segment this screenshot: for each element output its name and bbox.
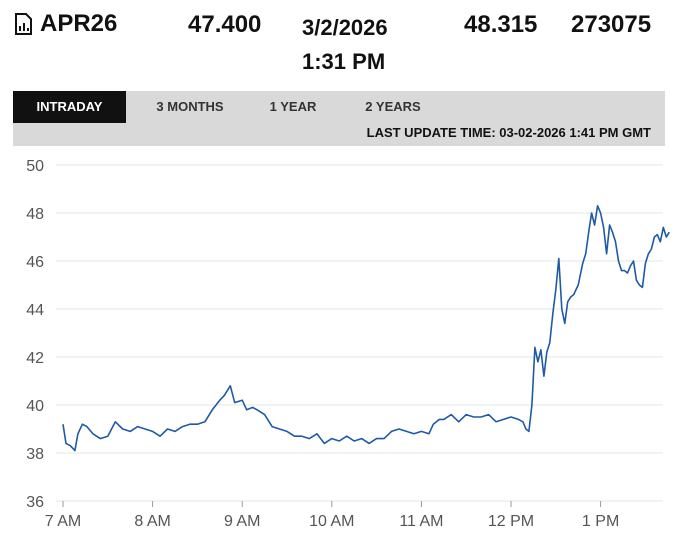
- price-line: [62, 205, 670, 452]
- y-tick-label: 44: [26, 302, 44, 319]
- quote-time: 1:31 PM: [302, 49, 386, 74]
- chart-grid: [56, 164, 663, 502]
- range-tab-bar: INTRADAY 3 MONTHS 1 YEAR 2 YEARS LAST UP…: [13, 91, 665, 146]
- prior-price: 48.315: [464, 11, 538, 38]
- tab-2-years[interactable]: 2 YEARS: [365, 99, 421, 114]
- y-tick-label: 50: [26, 158, 44, 175]
- x-tick-label: 11 AM: [399, 513, 443, 530]
- tab-intraday[interactable]: INTRADAY: [13, 91, 126, 123]
- x-axis-labels: 7 AM 8 AM 9 AM 10 AM 11 AM 12 PM 1 PM: [45, 501, 619, 530]
- x-tick-label: 9 AM: [224, 513, 260, 530]
- symbol-text: APR26: [40, 10, 118, 37]
- x-tick-label: 12 PM: [488, 513, 534, 530]
- y-tick-label: 42: [26, 350, 44, 367]
- intraday-price-chart[interactable]: 36 38 40 42 44 46 48 50 7 AM 8 AM 9 AM 10 AM 11 AM 1…: [0, 146, 673, 549]
- document-chart-icon[interactable]: [14, 13, 32, 35]
- tab-1-year[interactable]: 1 YEAR: [269, 99, 317, 114]
- symbol-block[interactable]: APR26: [14, 10, 117, 38]
- y-tick-label: 38: [26, 446, 44, 463]
- y-tick-label: 36: [26, 494, 44, 511]
- quote-header: APR26 47.400 3/2/2026 1:31 PM 48.315 273…: [0, 0, 673, 85]
- x-tick-label: 8 AM: [134, 513, 170, 530]
- last-price: 47.400: [188, 11, 262, 38]
- x-tick-label: 10 AM: [309, 513, 354, 530]
- quote-datetime: 3/2/2026 1:31 PM: [302, 11, 388, 79]
- x-tick-label: 7 AM: [45, 513, 81, 530]
- y-tick-label: 48: [26, 206, 44, 223]
- y-tick-label: 46: [26, 254, 44, 271]
- quote-date: 3/2/2026: [302, 15, 388, 40]
- y-tick-label: 40: [26, 398, 44, 415]
- last-update-time: LAST UPDATE TIME: 03-02-2026 1:41 PM GMT: [366, 125, 651, 140]
- volume: 273075: [571, 11, 652, 38]
- tab-3-months[interactable]: 3 MONTHS: [156, 99, 224, 114]
- y-axis-labels: 36 38 40 42 44 46 48 50: [26, 158, 44, 511]
- x-tick-label: 1 PM: [582, 513, 619, 530]
